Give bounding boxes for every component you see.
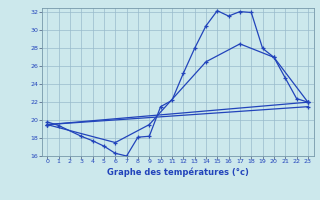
- X-axis label: Graphe des températures (°c): Graphe des températures (°c): [107, 167, 249, 177]
